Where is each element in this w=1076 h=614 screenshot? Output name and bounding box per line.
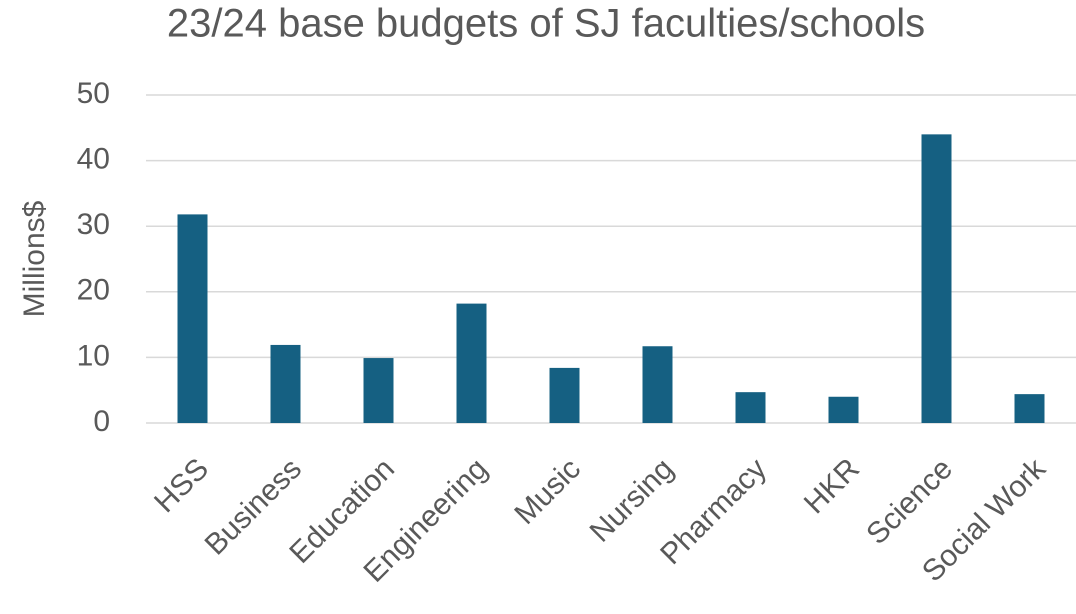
x-tick-label: Music	[508, 452, 587, 531]
bar	[921, 134, 952, 424]
chart-title: 23/24 base budgets of SJ faculties/schoo…	[167, 2, 925, 46]
bar	[549, 367, 580, 423]
y-tick-label: 0	[93, 405, 110, 438]
x-tick-label: HSS	[148, 452, 215, 519]
y-axis-label: Millions$	[18, 200, 51, 317]
bar	[1014, 394, 1045, 423]
bar	[270, 344, 301, 423]
bar	[642, 346, 673, 423]
bar	[456, 303, 487, 423]
x-tick-label: HKR	[798, 452, 866, 520]
bar	[363, 358, 394, 423]
y-tick-label: 40	[77, 143, 110, 176]
x-tick-label: Nursing	[584, 452, 680, 548]
y-tick-label: 30	[77, 208, 110, 241]
bar	[177, 214, 208, 423]
y-tick-label: 50	[77, 77, 110, 110]
y-tick-label: 20	[77, 274, 110, 307]
bar	[735, 392, 766, 423]
bar	[828, 396, 859, 423]
y-tick-label: 10	[77, 339, 110, 372]
